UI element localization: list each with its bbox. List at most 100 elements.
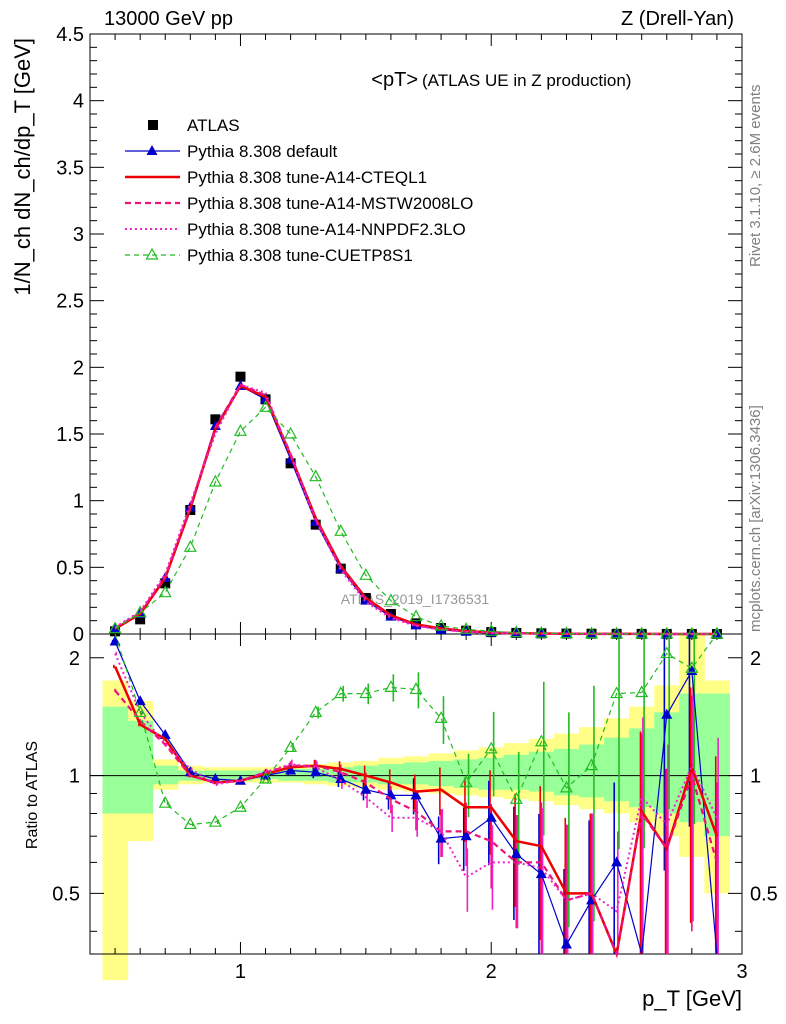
ratio-band-stat-bin: [278, 768, 304, 781]
ratio-band-stat-bin: [403, 762, 430, 785]
ratio-point-pythia-8-308-default: [435, 832, 447, 843]
main-point-pythia-8-308-tune-cuetp8s1: [685, 626, 699, 639]
legend-label-atlas: ATLAS: [187, 116, 240, 135]
main-point-pythia-8-308-tune-cuetp8s1: [208, 474, 222, 487]
y-tick-label: 2: [73, 357, 84, 379]
ratio-point-pythia-8-308-default: [460, 830, 472, 841]
ratio-point-pythia-8-308-default: [535, 868, 547, 879]
x-tick-label: 2: [486, 961, 497, 983]
ratio-y-tick-label-right: 0.5: [750, 883, 778, 905]
ratio-series-pythia-8-308-tune-a14-mstw2008lo: [114, 689, 718, 958]
main-point-pythia-8-308-tune-cuetp8s1: [384, 593, 398, 606]
ratio-point-pythia-8-308-default: [485, 811, 497, 822]
main-point-pythia-8-308-tune-cuetp8s1: [309, 469, 323, 482]
ratio-y-tick-label-left: 1: [69, 766, 80, 788]
ratio-band-stat-bin: [378, 764, 404, 785]
main-point-pythia-8-308-tune-cuetp8s1: [635, 626, 649, 639]
legend-label-pythia-8-308-tune-cuetp8s1: Pythia 8.308 tune-CUETP8S1: [187, 246, 413, 265]
ratio-point-pythia-8-308-tune-cuetp8s1: [534, 734, 548, 747]
ratio-point-pythia-8-308-tune-cuetp8s1: [685, 661, 699, 673]
ratio-point-pythia-8-308-tune-cuetp8s1: [635, 685, 649, 698]
main-point-pythia-8-308-tune-cuetp8s1: [158, 585, 172, 598]
ratio-point-pythia-8-308-default: [134, 695, 146, 706]
ratio-band-stat-bin: [102, 706, 129, 814]
ratio-line-pythia-8-308-tune-cuetp8s1: [114, 633, 718, 826]
ratio-point-pythia-8-308-default: [410, 789, 422, 800]
ratio-point-pythia-8-308-tune-cuetp8s1: [359, 686, 373, 699]
x-axis-title: p_T [GeV]: [642, 986, 742, 1011]
ratio-band-stat-bin: [478, 757, 505, 790]
ratio-point-pythia-8-308-tune-cuetp8s1: [710, 626, 724, 639]
ratio-band-stat-bin: [453, 759, 480, 788]
ratio-y-tick-label-left: 2: [69, 648, 80, 670]
ratio-point-pythia-8-308-default: [285, 764, 297, 775]
main-point-pythia-8-308-tune-cuetp8s1: [284, 426, 298, 439]
ratio-point-pythia-8-308-tune-cuetp8s1: [309, 705, 323, 718]
analysis-watermark: ATLAS_2019_I1736531: [341, 591, 490, 607]
ratio-point-pythia-8-308-default: [611, 856, 623, 867]
chart-title: <pT>: [371, 69, 418, 91]
main-point-pythia-8-308-default: [360, 594, 372, 605]
y-tick-label: 3: [73, 224, 84, 246]
ratio-point-pythia-8-308-tune-cuetp8s1: [259, 771, 273, 784]
legend: [125, 120, 180, 260]
main-point-pythia-8-308-tune-cuetp8s1: [108, 621, 122, 634]
legend-marker-pythia-8-308-tune-cuetp8s1: [145, 247, 159, 260]
ratio-point-pythia-8-308-default: [510, 848, 522, 859]
ratio-point-pythia-8-308-tune-cuetp8s1: [158, 795, 172, 808]
main-point-pythia-8-308-tune-cuetp8s1: [484, 624, 498, 636]
legend-label-pythia-8-308-tune-a14-nnpdf2-3lo: Pythia 8.308 tune-A14-NNPDF2.3LO: [187, 220, 466, 239]
ratio-y-tick-label-right: 2: [750, 648, 761, 670]
main-series-pythia-8-308-tune-cuetp8s1: [108, 400, 724, 639]
main-point-pythia-8-308-tune-cuetp8s1: [409, 609, 423, 622]
y-tick-label: 0.5: [56, 557, 84, 579]
main-point-pythia-8-308-tune-cuetp8s1: [459, 622, 473, 634]
y-tick-label: 1.5: [56, 424, 84, 446]
main-point-pythia-8-308-tune-cuetp8s1: [233, 424, 247, 436]
ratio-band-stat-bin: [127, 720, 154, 814]
main-point-pythia-8-308-tune-cuetp8s1: [610, 626, 624, 639]
atlas-data-point: [135, 614, 146, 625]
y-tick-label: 4: [73, 91, 84, 113]
energy-label: 13000 GeV pp: [104, 8, 233, 30]
main-point-pythia-8-308-tune-cuetp8s1: [259, 400, 273, 412]
ratio-series-pythia-8-308-tune-cuetp8s1: [114, 626, 724, 830]
ratio-point-pythia-8-308-default: [335, 772, 347, 783]
legend-marker-atlas: [148, 120, 158, 130]
ratio-point-pythia-8-308-tune-cuetp8s1: [233, 799, 247, 812]
y-tick-label: 0: [73, 624, 84, 646]
legend-label-pythia-8-308-tune-a14-cteql1: Pythia 8.308 tune-A14-CTEQL1: [187, 168, 427, 187]
ratio-band-stat-bin: [428, 760, 455, 787]
ratio-y-axis-title: Ratio to ATLAS: [24, 741, 41, 849]
main-point-pythia-8-308-tune-cuetp8s1: [183, 540, 197, 552]
ratio-point-pythia-8-308-tune-cuetp8s1: [409, 682, 423, 695]
atlas-data-point: [235, 371, 246, 382]
atlas-data-point: [160, 578, 171, 589]
ratio-point-pythia-8-308-tune-cuetp8s1: [484, 741, 498, 754]
atlas-data-point: [210, 414, 221, 425]
main-line-pythia-8-308-tune-cuetp8s1: [114, 406, 717, 635]
ratio-point-pythia-8-308-tune-cuetp8s1: [384, 680, 398, 692]
ratio-point-pythia-8-308-tune-cuetp8s1: [660, 646, 674, 659]
ratio-point-pythia-8-308-tune-cuetp8s1: [183, 817, 197, 830]
ratio-point-pythia-8-308-default: [310, 766, 322, 777]
ratio-point-pythia-8-308-tune-cuetp8s1: [610, 686, 624, 699]
main-point-pythia-8-308-tune-cuetp8s1: [534, 625, 548, 638]
x-tick-label: 3: [736, 961, 747, 983]
ratio-point-pythia-8-308-default: [360, 783, 372, 794]
y-tick-label: 2.5: [56, 291, 84, 313]
main-y-axis-ticks: [90, 33, 742, 635]
x-tick-label: 1: [235, 961, 246, 983]
y-tick-label: 4.5: [56, 24, 84, 46]
ratio-point-pythia-8-308-tune-cuetp8s1: [459, 775, 473, 788]
main-point-pythia-8-308-tune-cuetp8s1: [585, 626, 599, 639]
y-tick-label: 1: [73, 491, 84, 513]
legend-marker-pythia-8-308-default: [146, 145, 158, 155]
ratio-y-tick-label-right: 1: [750, 766, 761, 788]
ratio-point-pythia-8-308-tune-cuetp8s1: [509, 791, 523, 804]
ratio-point-pythia-8-308-tune-cuetp8s1: [284, 740, 298, 753]
ratio-band-stat-bin: [503, 754, 530, 790]
main-y-axis-title: 1/N_ch dN_ch/dp_T [GeV]: [10, 38, 35, 296]
ratio-point-pythia-8-308-tune-cuetp8s1: [434, 711, 448, 723]
ratio-point-pythia-8-308-tune-cuetp8s1: [133, 705, 147, 718]
